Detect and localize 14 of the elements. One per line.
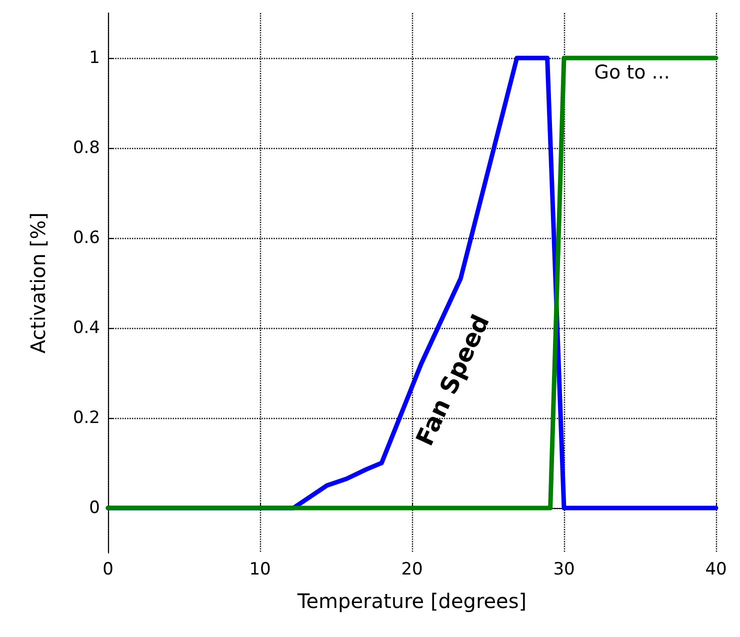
series-label: Go to ... <box>594 61 670 84</box>
x-tick-label: 30 <box>553 560 575 580</box>
x-tick-label: 10 <box>249 560 271 580</box>
x-tick-label: 0 <box>102 560 114 580</box>
x-tick-label: 40 <box>705 560 727 580</box>
y-tick-label: 0.8 <box>72 138 100 158</box>
x-tick-label: 20 <box>401 560 423 580</box>
y-tick-label: 0 <box>89 498 100 518</box>
y-tick-label: 1 <box>89 48 100 68</box>
y-axis-title: Activation [%] <box>26 212 50 354</box>
y-tick-label: 0.6 <box>72 228 100 248</box>
y-tick-label: 0.4 <box>72 318 100 338</box>
x-axis-title: Temperature [degrees] <box>296 589 527 613</box>
y-tick-label: 0.2 <box>72 408 100 428</box>
